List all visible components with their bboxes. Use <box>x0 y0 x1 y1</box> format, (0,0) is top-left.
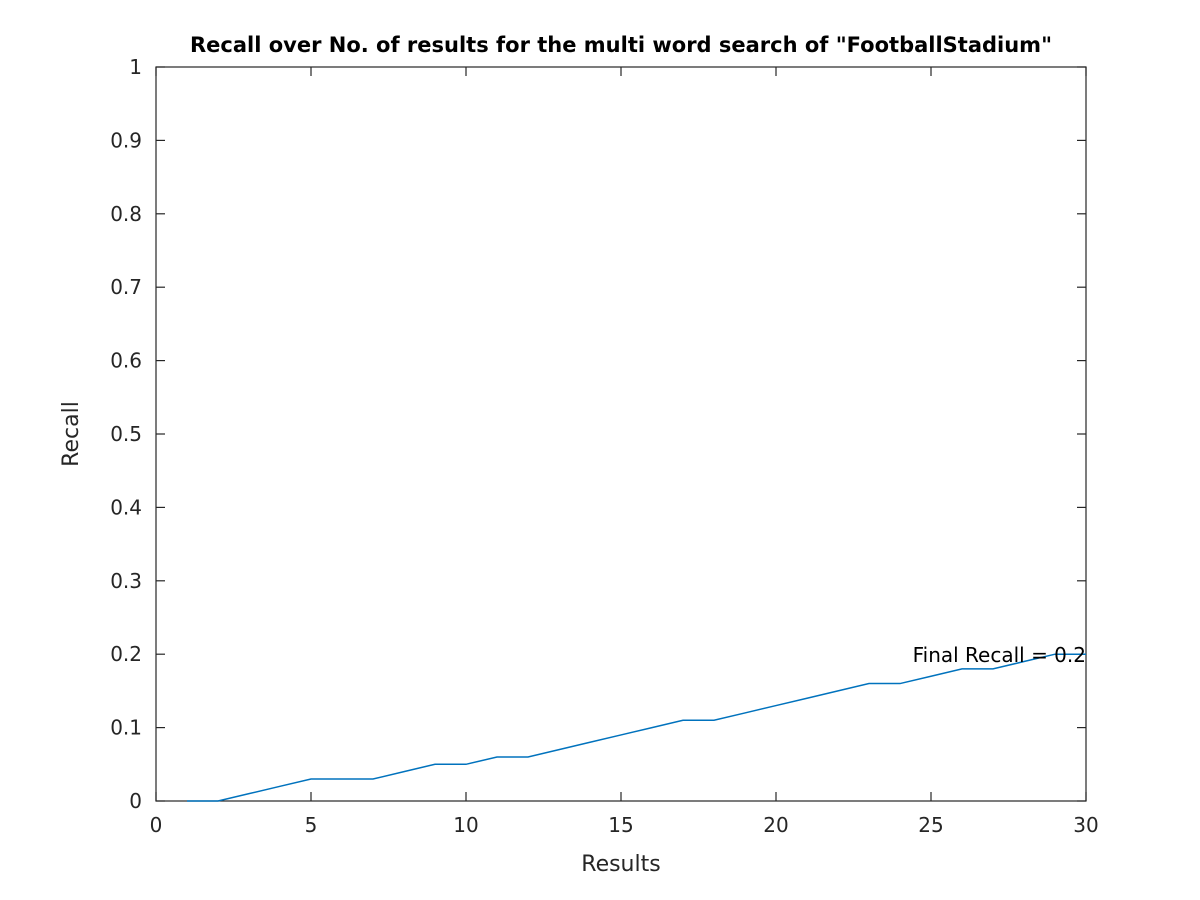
y-tick-label: 0.8 <box>110 202 142 226</box>
plot-frame <box>155 66 1087 802</box>
y-tick-label: 0.1 <box>110 716 142 740</box>
x-tick-label: 10 <box>453 813 478 837</box>
x-tick-label: 30 <box>1073 813 1098 837</box>
y-axis: 0 0.1 0.2 0.3 0.4 0.5 0.6 0.7 0.8 0.9 1 <box>110 55 1086 813</box>
y-tick-label: 0.7 <box>110 275 142 299</box>
final-recall-annotation: Final Recall = 0.2 <box>913 643 1086 667</box>
x-tick-label: 5 <box>305 813 318 837</box>
x-axis-label: Results <box>581 852 660 877</box>
y-tick-label: 0.3 <box>110 569 142 593</box>
y-tick-label: 0.9 <box>110 128 142 152</box>
y-tick-label: 1 <box>129 55 142 79</box>
y-tick-label: 0 <box>129 789 142 813</box>
y-tick-label: 0.4 <box>110 495 142 519</box>
recall-series-line <box>187 653 1086 802</box>
x-tick-label: 20 <box>763 813 788 837</box>
plot-area <box>155 66 1087 802</box>
x-tick-label: 15 <box>608 813 633 837</box>
y-tick-label: 0.2 <box>110 642 142 666</box>
y-axis-label: Recall <box>59 401 84 467</box>
annotation-group: Final Recall = 0.2 <box>913 643 1086 667</box>
series-group <box>187 653 1086 802</box>
chart-title: Recall over No. of results for the multi… <box>190 33 1052 57</box>
x-axis: 0 5 10 15 20 25 30 <box>150 67 1099 837</box>
y-tick-label: 0.6 <box>110 349 142 373</box>
x-tick-label: 25 <box>918 813 943 837</box>
x-tick-label: 0 <box>150 813 163 837</box>
y-tick-label: 0.5 <box>110 422 142 446</box>
